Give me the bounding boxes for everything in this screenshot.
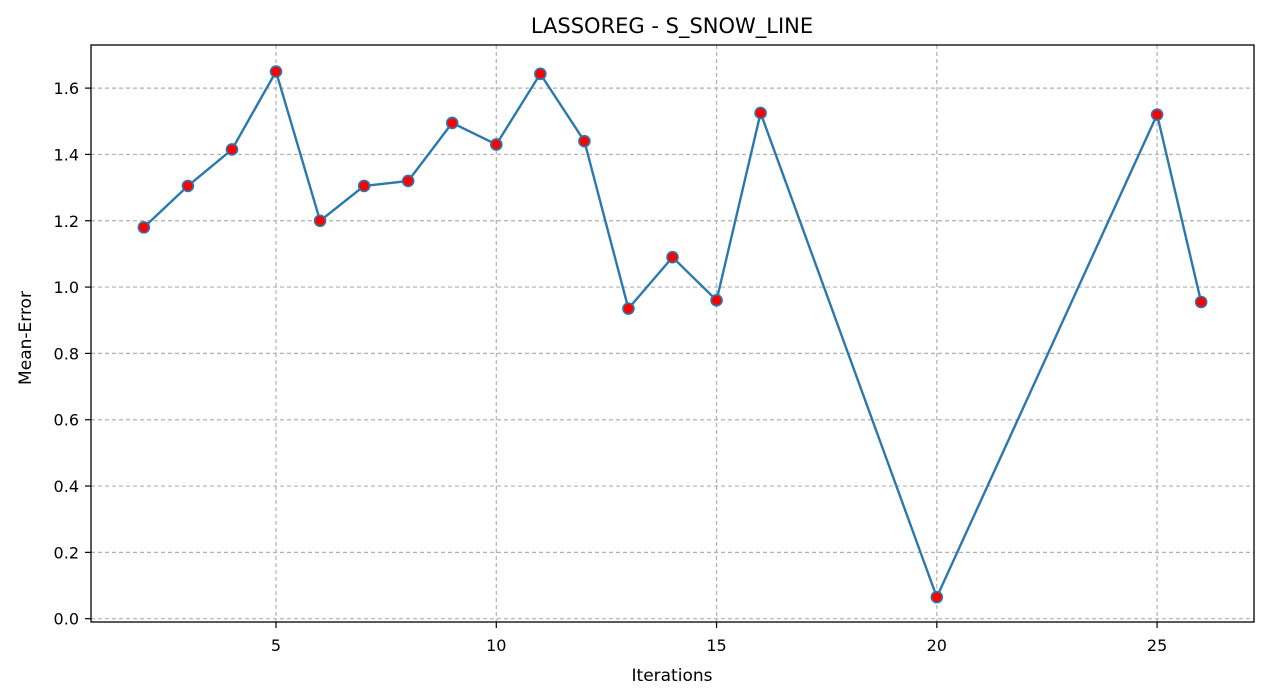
y-axis-label: Mean-Error <box>16 291 36 385</box>
x-tick-label: 10 <box>486 636 506 655</box>
x-axis-label: Iterations <box>632 666 713 686</box>
y-tick-label: 0.2 <box>54 543 79 562</box>
x-tick-label: 25 <box>1147 636 1167 655</box>
x-tick-label: 5 <box>271 636 281 655</box>
y-tick-label: 1.4 <box>54 145 79 164</box>
data-point <box>578 134 591 148</box>
data-point <box>269 65 283 78</box>
data-point <box>666 250 679 264</box>
y-tick-label: 0.8 <box>54 344 79 363</box>
y-tick-label: 1.2 <box>54 212 79 231</box>
y-tick-label: 0.6 <box>54 411 79 430</box>
y-axis: 0.0 0.2 0.4 0.6 0.8 1.0 1.2 1.4 1.6 <box>54 79 91 629</box>
data-point <box>181 179 195 193</box>
y-tick-label: 1.6 <box>54 79 79 98</box>
data-point <box>710 294 723 307</box>
data-point <box>445 116 459 130</box>
x-tick-label: 15 <box>706 636 726 655</box>
y-tick-label: 1.0 <box>54 278 79 297</box>
y-tick-label: 0.0 <box>54 610 79 629</box>
data-point <box>534 67 547 81</box>
data-point <box>137 221 151 234</box>
series-markers <box>137 65 1208 604</box>
grid <box>91 45 1254 622</box>
x-tick-label: 20 <box>927 636 947 655</box>
data-point <box>754 106 767 120</box>
data-point <box>225 143 239 156</box>
x-axis: 5 10 15 20 25 <box>271 622 1167 655</box>
y-tick-label: 0.4 <box>54 477 79 496</box>
data-point <box>1150 108 1164 121</box>
data-point <box>401 174 415 188</box>
data-point <box>622 302 635 315</box>
plot-area-frame <box>90 44 1255 623</box>
data-point <box>1194 295 1208 309</box>
data-point <box>489 138 503 151</box>
data-point <box>313 214 327 228</box>
data-point <box>357 179 371 193</box>
chart-title: LASSOREG - S_SNOW_LINE <box>531 14 813 39</box>
data-point <box>930 590 944 604</box>
series-line <box>143 68 1203 601</box>
